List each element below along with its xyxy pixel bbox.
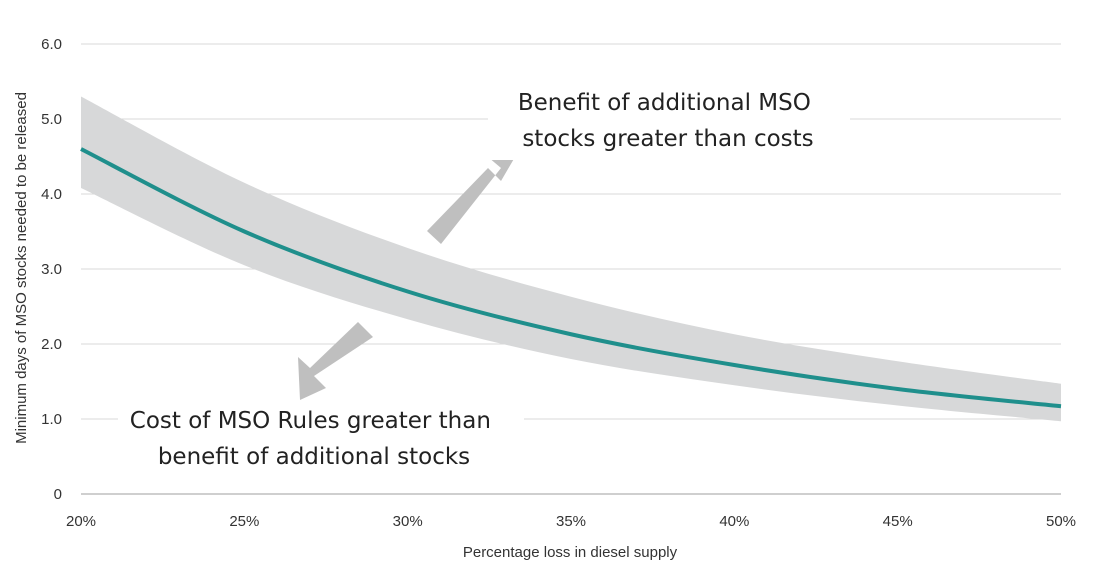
y-axis-title: Minimum days of MSO stocks needed to be … — [13, 92, 30, 444]
series-line — [80, 147, 1062, 409]
y-tick-label: 6.0 — [41, 36, 62, 53]
y-tick-label: 2.0 — [41, 336, 62, 353]
y-tick-label: 3.0 — [41, 261, 62, 278]
y-tick-label: 0 — [54, 486, 62, 503]
down-left-arrow-icon — [298, 322, 373, 400]
benefit-annotation-background — [488, 84, 850, 160]
cost-annotation-background — [118, 400, 524, 476]
up-right-arrow-icon — [427, 157, 515, 244]
x-axis-title: Percentage loss in diesel supply — [463, 544, 678, 561]
y-tick-labels: 0 1.0 2.0 3.0 4.0 5.0 6.0 — [41, 36, 62, 503]
x-tick-label: 45% — [883, 513, 913, 530]
x-tick-label: 25% — [229, 513, 259, 530]
x-tick-label: 20% — [66, 513, 96, 530]
uncertainty-band — [81, 96, 1061, 422]
benefit-annotation: Benefit of additional MSO stocks greater… — [518, 90, 818, 152]
y-tick-label: 1.0 — [41, 411, 62, 428]
x-tick-label: 30% — [393, 513, 423, 530]
y-tick-label: 5.0 — [41, 111, 62, 128]
x-tick-labels: 20% 25% 30% 35% 40% 45% 50% — [66, 513, 1076, 530]
x-tick-label: 50% — [1046, 513, 1076, 530]
x-tick-label: 40% — [719, 513, 749, 530]
y-tick-label: 4.0 — [41, 186, 62, 203]
cost-annotation: Cost of MSO Rules greater than benefit o… — [130, 408, 498, 470]
x-tick-label: 35% — [556, 513, 586, 530]
